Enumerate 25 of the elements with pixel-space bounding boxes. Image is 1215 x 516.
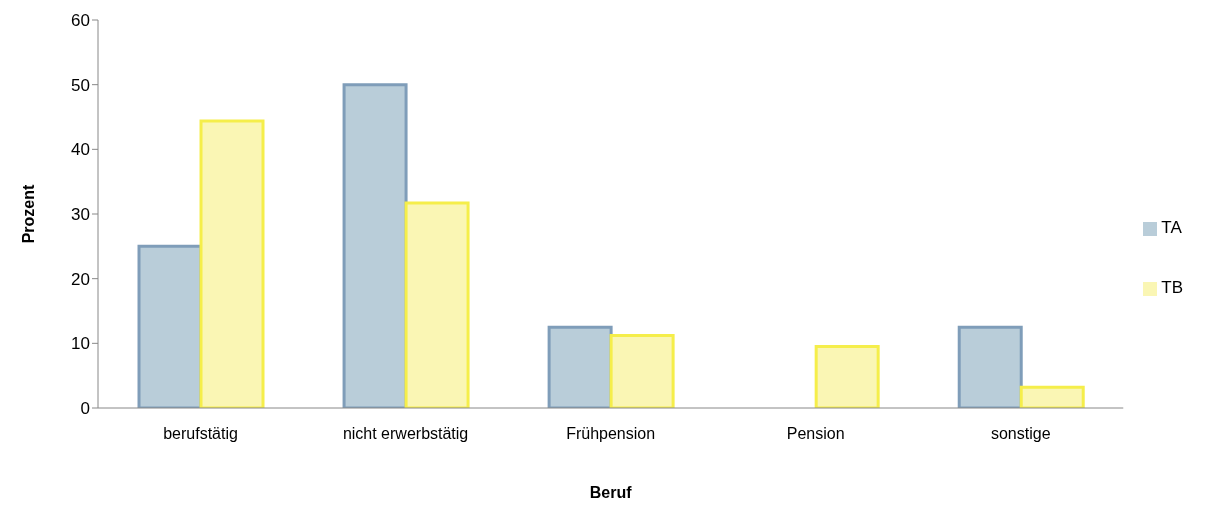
bar	[814, 345, 880, 408]
bar	[342, 83, 408, 408]
bar	[199, 119, 265, 408]
y-axis-title: Prozent	[19, 183, 37, 244]
y-tick-label: 20	[71, 269, 90, 289]
y-tick-label: 30	[71, 205, 90, 225]
x-tick-label: Pension	[786, 425, 845, 443]
bar	[137, 244, 203, 408]
y-tick-label: 60	[71, 11, 90, 31]
legend-label: TB	[1161, 278, 1183, 297]
x-tick-label: sonstige	[990, 425, 1051, 443]
bar	[404, 201, 470, 408]
x-tick-label: nicht erwerbstätig	[342, 425, 469, 443]
x-axis-title: Beruf	[589, 484, 633, 501]
bar	[957, 325, 1023, 408]
bar	[609, 334, 675, 408]
y-tick-label: 40	[71, 140, 90, 160]
y-tick-label: 10	[71, 334, 90, 354]
legend-label: TA	[1161, 218, 1182, 237]
x-tick-label: berufstätig	[163, 425, 238, 443]
y-tick-label: 50	[71, 75, 90, 95]
x-tick-label: Frühpension	[566, 425, 656, 443]
bar	[547, 325, 613, 408]
bar	[1019, 385, 1085, 408]
y-tick-label: 0	[80, 399, 90, 419]
